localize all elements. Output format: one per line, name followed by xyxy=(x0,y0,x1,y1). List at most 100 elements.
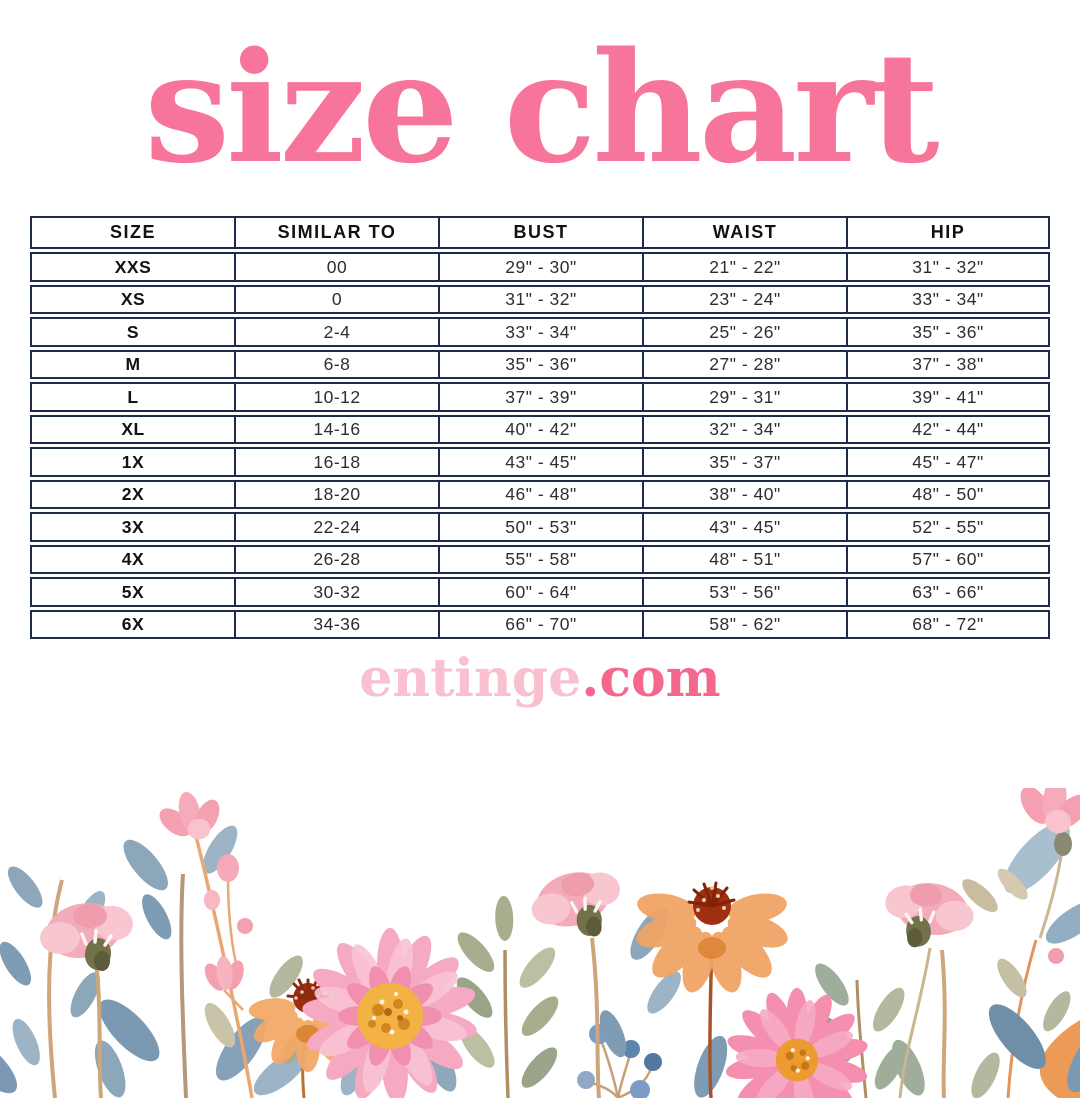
table-row: 6X 34-36 66" - 70" 58" - 62" 68" - 72" xyxy=(30,609,1050,640)
table-cell: 63" - 66" xyxy=(846,577,1050,607)
table-cell: 46" - 48" xyxy=(438,479,642,510)
table-row: 2X 18-20 46" - 48" 38" - 40" 48" - 50" xyxy=(30,479,1050,510)
table-cell: 45" - 47" xyxy=(846,447,1050,477)
table-cell: 10-12 xyxy=(234,382,438,412)
table-cell: 60" - 64" xyxy=(438,577,642,607)
table-row: XXS 00 29" - 30" 21" - 22" 31" - 32" xyxy=(30,252,1050,282)
table-cell: 66" - 70" xyxy=(438,609,642,640)
page-content: size chart SIZE SIMILAR TO BUST WAIST HIP XX… xyxy=(0,18,1080,708)
size-cell: XS xyxy=(30,284,234,315)
flower-peony-left xyxy=(38,895,138,1098)
left-stem-leaves xyxy=(0,861,112,1098)
table-cell: 39" - 41" xyxy=(846,382,1050,412)
table-cell: 37" - 38" xyxy=(846,349,1050,380)
table-cell: 23" - 24" xyxy=(642,284,846,315)
size-cell: XXS xyxy=(30,252,234,282)
table-cell: 33" - 34" xyxy=(438,317,642,347)
size-chart-table-wrap: SIZE SIMILAR TO BUST WAIST HIP XXS 00 29" - 30… xyxy=(30,213,1050,642)
blue-berries xyxy=(577,1024,662,1098)
table-cell: 58" - 62" xyxy=(642,609,846,640)
size-table-head: SIZE SIMILAR TO BUST WAIST HIP xyxy=(30,216,1050,250)
table-cell: 31" - 32" xyxy=(438,284,642,315)
flower-orange-daisy-left xyxy=(247,978,369,1098)
size-cell: XL xyxy=(30,414,234,445)
table-cell: 22-24 xyxy=(234,512,438,542)
table-cell: 6-8 xyxy=(234,349,438,380)
table-cell: 52" - 55" xyxy=(846,512,1050,542)
table-cell: 2-4 xyxy=(234,317,438,347)
table-cell: 25" - 26" xyxy=(642,317,846,347)
table-cell: 55" - 58" xyxy=(438,544,642,575)
flower-peony-center xyxy=(525,860,687,1098)
table-cell: 31" - 32" xyxy=(846,252,1050,282)
table-cell: 35" - 36" xyxy=(438,349,642,380)
sage-stem xyxy=(450,895,565,1098)
pink-bud-spray xyxy=(150,788,324,1098)
flower-top-right xyxy=(957,788,1080,939)
table-row: L 10-12 37" - 39" 29" - 31" 39" - 41" xyxy=(30,382,1050,412)
page-title: size chart xyxy=(144,18,939,197)
table-cell: 32" - 34" xyxy=(642,414,846,445)
table-row: 3X 22-24 50" - 53" 43" - 45" 52" - 55" xyxy=(30,512,1050,542)
column-header: WAIST xyxy=(642,216,846,250)
table-row: S 2-4 33" - 34" 25" - 26" 35" - 36" xyxy=(30,317,1050,347)
table-cell: 27" - 28" xyxy=(642,349,846,380)
brand-tld: .com xyxy=(581,648,721,710)
table-row: M 6-8 35" - 36" 27" - 28" 37" - 38" xyxy=(30,349,1050,380)
table-cell: 43" - 45" xyxy=(642,512,846,542)
table-row: 4X 26-28 55" - 58" 48" - 51" 57" - 60" xyxy=(30,544,1050,575)
table-cell: 29" - 31" xyxy=(642,382,846,412)
table-cell: 48" - 51" xyxy=(642,544,846,575)
table-cell: 48" - 50" xyxy=(846,479,1050,510)
flower-peony-right xyxy=(880,812,1080,1098)
floral-border-illustration xyxy=(0,788,1080,1098)
size-cell: 3X xyxy=(30,512,234,542)
table-cell: 34-36 xyxy=(234,609,438,640)
brand-name: entinge xyxy=(359,648,582,710)
table-cell: 57" - 60" xyxy=(846,544,1050,575)
tall-leafy-stem xyxy=(90,820,315,1098)
table-cell: 37" - 39" xyxy=(438,382,642,412)
table-cell: 42" - 44" xyxy=(846,414,1050,445)
flower-orange-coneflower xyxy=(632,881,792,1098)
table-row: XL 14-16 40" - 42" 32" - 34" 42" - 44" xyxy=(30,414,1050,445)
table-cell: 26-28 xyxy=(234,544,438,575)
table-cell: 30-32 xyxy=(234,577,438,607)
size-cell: 1X xyxy=(30,447,234,477)
size-cell: 4X xyxy=(30,544,234,575)
bottom-filler-leaves xyxy=(88,1031,1006,1098)
size-cell: 6X xyxy=(30,609,234,640)
table-cell: 29" - 30" xyxy=(438,252,642,282)
table-cell: 14-16 xyxy=(234,414,438,445)
table-cell: 35" - 37" xyxy=(642,447,846,477)
column-header: BUST xyxy=(438,216,642,250)
size-cell: 2X xyxy=(30,479,234,510)
table-row: 5X 30-32 60" - 64" 53" - 56" 63" - 66" xyxy=(30,577,1050,607)
size-cell: S xyxy=(30,317,234,347)
size-table-body: XXS 00 29" - 30" 21" - 22" 31" - 32" XS 0 31" -… xyxy=(30,252,1050,640)
table-cell: 38" - 40" xyxy=(642,479,846,510)
table-cell: 0 xyxy=(234,284,438,315)
table-cell: 53" - 56" xyxy=(642,577,846,607)
column-header: SIZE xyxy=(30,216,234,250)
size-cell: 5X xyxy=(30,577,234,607)
header-row: SIZE SIMILAR TO BUST WAIST HIP xyxy=(30,216,1050,250)
table-cell: 40" - 42" xyxy=(438,414,642,445)
table-row: XS 0 31" - 32" 23" - 24" 33" - 34" xyxy=(30,284,1050,315)
column-header: HIP xyxy=(846,216,1050,250)
flower-pink-dahlia-small xyxy=(724,987,870,1098)
brand-footer: entinge.com xyxy=(0,650,1080,707)
column-header: SIMILAR TO xyxy=(234,216,438,250)
table-cell: 18-20 xyxy=(234,479,438,510)
flower-pink-dahlia-large xyxy=(301,928,479,1098)
table-cell: 00 xyxy=(234,252,438,282)
sage-leaves-right xyxy=(809,958,912,1098)
table-cell: 43" - 45" xyxy=(438,447,642,477)
table-cell: 33" - 34" xyxy=(846,284,1050,315)
table-cell: 68" - 72" xyxy=(846,609,1050,640)
table-cell: 16-18 xyxy=(234,447,438,477)
table-cell: 50" - 53" xyxy=(438,512,642,542)
table-cell: 21" - 22" xyxy=(642,252,846,282)
table-cell: 35" - 36" xyxy=(846,317,1050,347)
table-row: 1X 16-18 43" - 45" 35" - 37" 45" - 47" xyxy=(30,447,1050,477)
